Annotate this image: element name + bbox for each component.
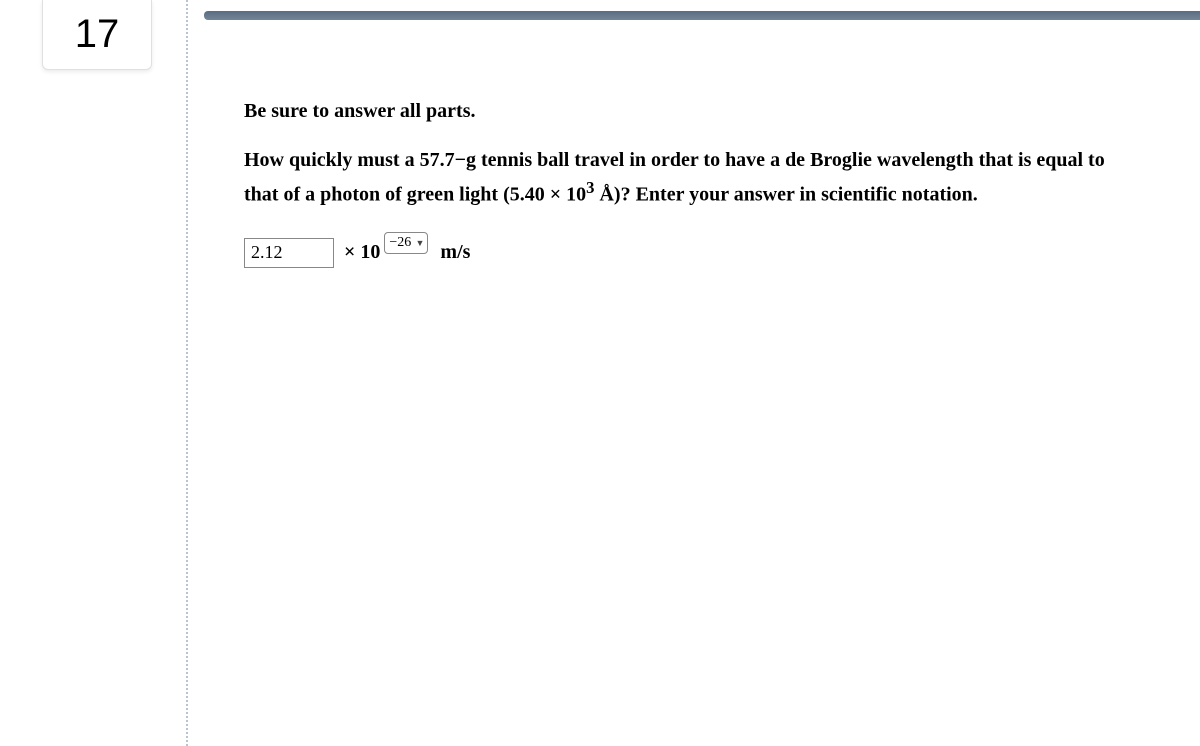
question-number: 17 <box>75 12 120 57</box>
question-content: Be sure to answer all parts. How quickly… <box>244 100 1140 268</box>
prompt-segment-post: Å)? Enter your answer in scientific nota… <box>594 184 977 206</box>
prompt-dash: − <box>455 149 466 171</box>
answer-row: × 10 −26 ▼ m/s <box>244 238 1140 268</box>
exponent-select-wrap: −26 ▼ <box>384 232 428 254</box>
instruction-text: Be sure to answer all parts. <box>244 100 1140 123</box>
question-prompt: How quickly must a 57.7−g tennis ball tr… <box>244 145 1140 210</box>
exponent-select[interactable]: −26 <box>384 232 428 254</box>
unit-label: m/s <box>440 241 470 264</box>
times-ten-label: × 10 <box>344 241 380 264</box>
progress-bar <box>204 11 1200 20</box>
prompt-segment-pre: How quickly must a 57.7 <box>244 149 455 171</box>
vertical-separator <box>186 0 188 746</box>
question-number-box: 17 <box>42 0 152 70</box>
coefficient-input[interactable] <box>244 238 334 268</box>
